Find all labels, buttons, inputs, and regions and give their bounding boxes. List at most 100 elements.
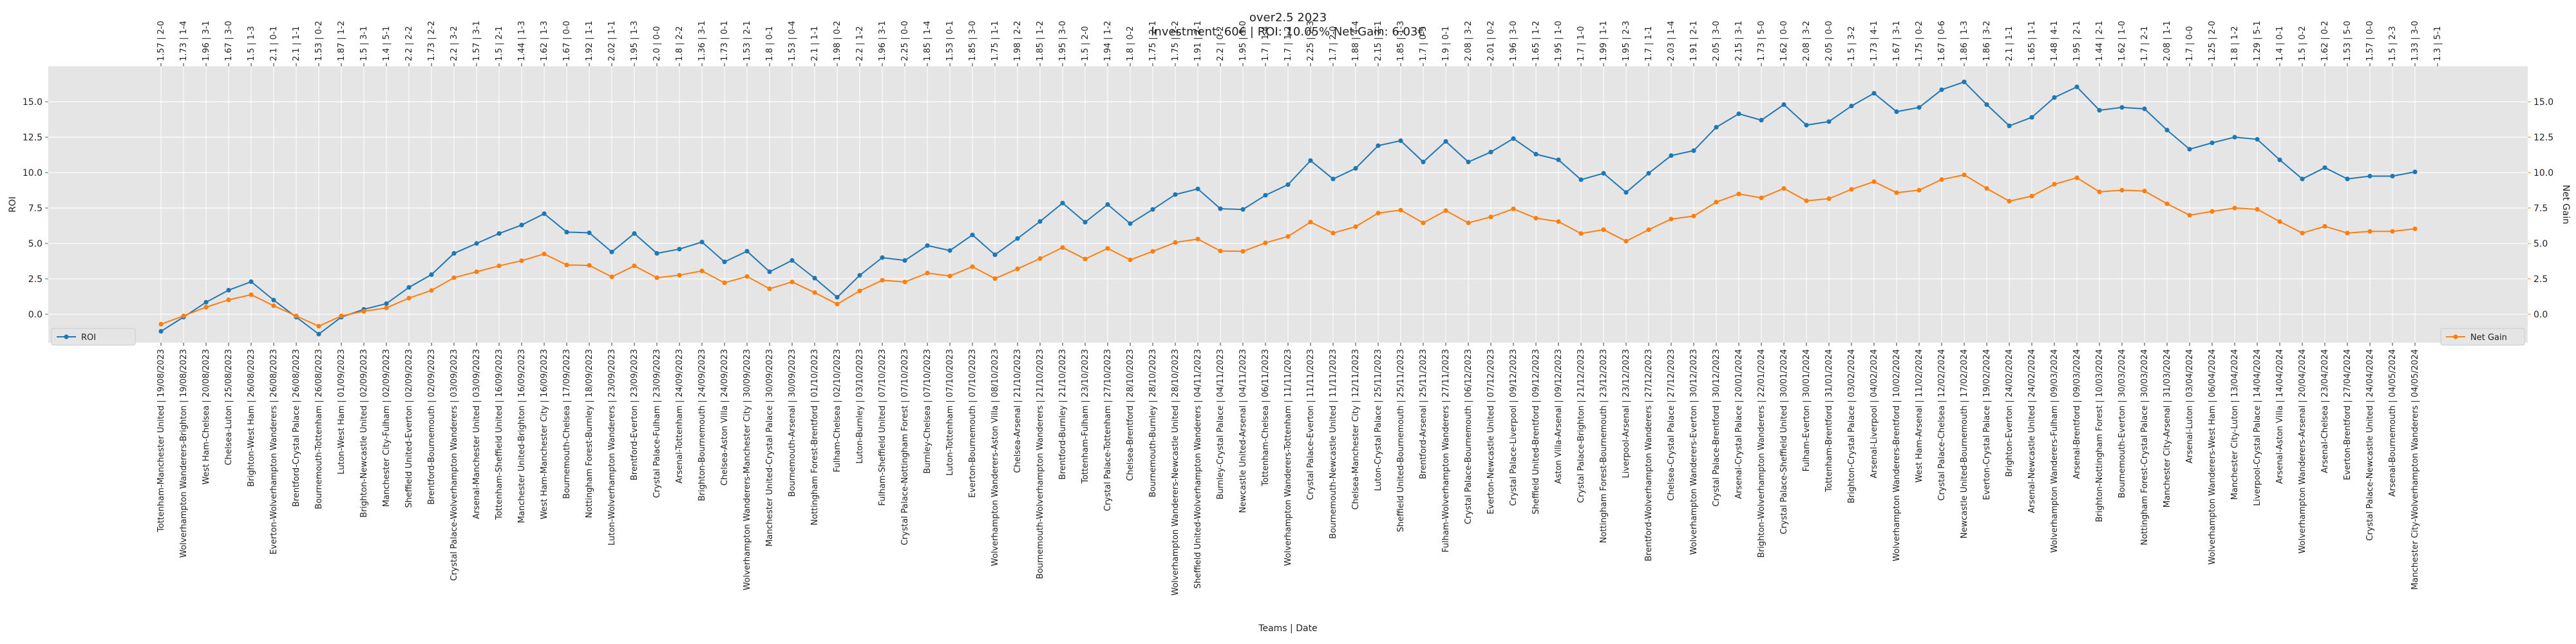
- x-tick-label: Arsenal-Liverpool | 04/02/2024: [1870, 349, 1879, 478]
- data-point-roi: [1984, 102, 1989, 107]
- data-point-net-gain: [2210, 209, 2215, 214]
- data-point-roi: [1173, 192, 1178, 197]
- data-point-net-gain: [1376, 211, 1381, 216]
- x-tick-label: Crystal Palace-Newcastle United | 24/04/…: [2365, 349, 2375, 541]
- data-point-net-gain: [204, 305, 209, 310]
- data-point-roi: [1195, 186, 1200, 191]
- top-tick-label: 1.73 | 1-4: [179, 21, 189, 61]
- data-point-roi: [1218, 206, 1223, 211]
- data-point-roi: [1714, 125, 1719, 130]
- top-tick-label: 1.44 | 1-3: [517, 21, 527, 61]
- x-tick-label: Bournemouth-Wolverhampton Wanderers | 21…: [1036, 349, 1045, 579]
- data-point-roi: [1533, 151, 1539, 156]
- top-tick-label: 1.95 | 2-3: [1622, 21, 1631, 61]
- data-point-roi: [2300, 176, 2305, 182]
- x-tick-label: Fulham-Wolverhampton Wanderers | 27/11/2…: [1441, 349, 1451, 553]
- data-point-net-gain: [2097, 189, 2102, 194]
- x-tick-label: Sheffield United-Bournemouth | 25/11/202…: [1396, 349, 1406, 532]
- x-tick-label: Wolverhampton Wanderers-Fulham | 09/03/2…: [2050, 349, 2060, 553]
- top-tick-label: 1.87 | 1-2: [337, 21, 346, 61]
- x-tick-label: Arsenal-Tottenham | 24/09/2023: [675, 349, 685, 484]
- top-tick-label: 1.8 | 0-1: [765, 26, 775, 61]
- data-point-net-gain: [1240, 249, 1245, 254]
- data-point-net-gain: [1826, 196, 1832, 202]
- x-tick-label: Nottingham Forest-Burnley | 18/09/2023: [585, 349, 594, 518]
- top-tick-label: 1.91 | 2-1: [1193, 21, 1203, 61]
- data-point-net-gain: [2390, 229, 2395, 234]
- x-tick-label: Brighton-Crystal Palace | 03/02/2024: [1847, 349, 1857, 504]
- data-point-roi: [2164, 128, 2170, 133]
- x-tick-label: Everton-Crystal Palace | 19/02/2024: [1982, 349, 1992, 500]
- top-tick-label: 1.99 | 1-1: [1599, 21, 1609, 61]
- top-tick-label: 1.62 | 0-2: [2320, 21, 2330, 61]
- y-tick-label-left: 7.5: [28, 204, 43, 214]
- data-point-net-gain: [902, 279, 907, 285]
- data-point-net-gain: [1488, 214, 1493, 220]
- y-tick-label-right: 7.5: [2533, 204, 2548, 214]
- top-tick-label: 1.7 | 0-5: [1419, 26, 1428, 61]
- data-point-net-gain: [767, 286, 772, 291]
- data-point-net-gain: [2277, 219, 2282, 224]
- data-point-net-gain: [1714, 200, 1719, 205]
- x-tick-label: Crystal Palace-Everton | 11/11/2023: [1306, 349, 1316, 500]
- y-axis-label-right: Net Gain: [2561, 185, 2571, 224]
- x-tick-label: Arsenal-Bournemouth | 04/05/2024: [2388, 349, 2398, 497]
- data-point-roi: [519, 222, 524, 227]
- top-tick-label: 1.91 | 2-1: [1689, 21, 1699, 61]
- x-tick-label: Crystal Palace-Sheffield United | 30/01/…: [1779, 349, 1789, 535]
- top-tick-label: 1.73 | 4-1: [1870, 21, 1879, 61]
- x-tick-label: Fulham-Chelsea | 02/10/2023: [833, 349, 842, 472]
- x-tick-label: Chelsea-Brentford | 28/10/2023: [1126, 349, 1135, 481]
- top-tick-label: 2.03 | 1-4: [1667, 21, 1676, 61]
- x-tick-label: Sheffield United-Wolverhampton Wanderers…: [1193, 349, 1203, 589]
- data-point-net-gain: [1060, 245, 1065, 250]
- x-tick-label: Everton-Brentford | 27/04/2024: [2343, 349, 2353, 480]
- y-axis-left: 0.0 2.5 5.0 7.5 10.0 12.5 15.0: [23, 97, 48, 320]
- data-point-roi: [2097, 108, 2102, 113]
- data-point-net-gain: [519, 258, 524, 263]
- data-point-net-gain: [1984, 186, 1989, 191]
- top-tick-label: 1.85 | 3-0: [968, 21, 978, 61]
- data-point-net-gain: [2052, 182, 2057, 187]
- data-point-net-gain: [1105, 246, 1110, 251]
- top-tick-label: 2.15 | 2-1: [1374, 21, 1383, 61]
- top-tick-label: 2.2 | 3-2: [450, 26, 459, 61]
- data-point-net-gain: [880, 278, 885, 283]
- data-point-roi: [1105, 202, 1110, 207]
- data-point-net-gain: [1421, 220, 1426, 225]
- top-tick-label: 1.53 | 0-2: [314, 21, 324, 61]
- data-point-roi: [947, 248, 952, 253]
- data-point-net-gain: [2187, 213, 2192, 218]
- top-tick-label: 1.7 | 1-1: [1644, 26, 1654, 61]
- data-point-net-gain: [1804, 198, 1809, 204]
- y-tick-label-left: 15.0: [23, 97, 43, 108]
- y-axis-right: 0.0 2.5 5.0 7.5 10.0 12.5 15.0: [2528, 97, 2553, 320]
- data-point-roi: [1826, 119, 1832, 124]
- chart-title: over2.5 2023: [1249, 11, 1327, 24]
- data-point-roi: [1691, 148, 1696, 153]
- data-point-roi: [1466, 159, 1471, 165]
- series: [158, 79, 2418, 337]
- data-point-net-gain: [451, 275, 457, 280]
- x-tick-label: Everton-Wolverhampton Wanderers | 26/08/…: [269, 349, 279, 554]
- data-point-roi: [790, 258, 795, 263]
- data-point-net-gain: [2345, 231, 2350, 236]
- data-point-net-gain: [1128, 257, 1133, 263]
- data-point-roi: [1781, 102, 1786, 107]
- x-tick-label: Arsenal-Luton | 03/04/2024: [2185, 349, 2195, 464]
- data-point-roi: [857, 272, 862, 278]
- top-tick-label: 1.92 | 1-1: [585, 21, 594, 61]
- data-point-net-gain: [1308, 220, 1313, 225]
- top-tick-label: 2.2 | 2-2: [404, 26, 414, 61]
- top-tick-labels: 1.57 | 2-0 1.73 | 1-4 1.96 | 3-1 1.67 | 3-0…: [156, 21, 2443, 66]
- data-point-net-gain: [294, 314, 299, 319]
- data-point-net-gain: [1466, 220, 1471, 225]
- data-point-net-gain: [2074, 175, 2079, 180]
- y-axis-label-left: ROI: [8, 196, 18, 213]
- top-tick-label: 1.67 | 0-0: [562, 21, 572, 61]
- data-point-roi: [406, 285, 412, 290]
- top-tick-label: 1.67 | 3-1: [1892, 21, 1902, 61]
- data-point-net-gain: [497, 263, 502, 269]
- data-point-net-gain: [1398, 207, 1403, 213]
- y-tick-label-left: 0.0: [28, 310, 43, 320]
